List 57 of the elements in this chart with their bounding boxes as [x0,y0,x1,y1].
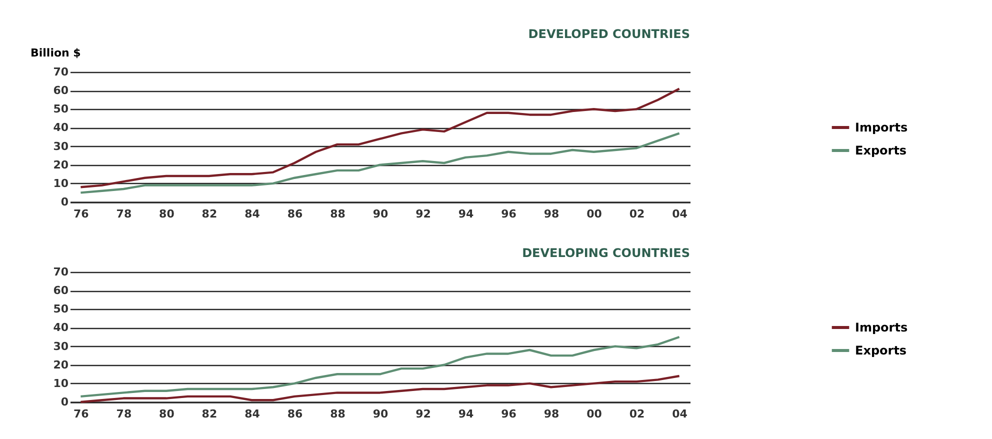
x-tick-label: 94 [458,208,474,220]
y-tick-label: 0 [60,196,69,208]
x-tick-label: 76 [74,208,90,220]
y-tick-label: 20 [53,158,69,172]
x-tick-label: 76 [74,408,90,420]
line-series [80,132,680,194]
legend-label: Imports [855,320,908,334]
x-tick-label: 84 [244,208,260,220]
x-tick-label: 84 [244,408,260,420]
x-tick-label: 96 [501,208,517,220]
x-tick-label: 04 [672,408,688,420]
y-tick-label: 10 [53,176,69,190]
legend-label: Exports [855,344,907,358]
y-tick-label: 70 [53,66,69,78]
y-tick-label: 30 [53,140,69,153]
y-tick-label: 10 [53,376,69,390]
x-tick-label: 00 [586,408,602,420]
x-tick-label: 88 [330,208,346,220]
legend-label: Imports [855,120,908,134]
y-tick-label: 30 [53,340,69,353]
x-tick-label: 96 [501,408,517,420]
x-tick-label: 82 [202,208,218,220]
line-series [80,336,680,398]
x-tick-label: 80 [159,208,175,220]
x-tick-label: 02 [629,408,645,420]
chart-title: DEVELOPED COUNTRIES [528,27,690,41]
x-tick-label: 90 [372,408,388,420]
x-tick-label: 98 [544,208,560,220]
x-tick-label: 04 [672,208,688,220]
y-tick-label: 60 [53,84,69,98]
line-series [80,374,680,404]
x-tick-label: 00 [586,208,602,220]
x-tick-label: 92 [416,208,431,220]
x-tick-label: 86 [287,408,303,420]
y-tick-label: 70 [53,266,69,278]
x-tick-label: 98 [544,408,560,420]
y-tick-label: 50 [53,102,69,116]
y-tick-label: 20 [53,358,69,372]
x-tick-label: 78 [116,408,132,420]
y-tick-label: 60 [53,284,69,298]
y-tick-label: 0 [60,396,69,408]
legend-label: Exports [855,144,907,158]
x-tick-label: 88 [330,408,346,420]
y-axis-title: Billion $ [30,46,81,60]
x-tick-label: 86 [287,208,303,220]
x-tick-label: 82 [202,408,218,420]
x-tick-label: 90 [372,208,388,220]
x-tick-label: 80 [159,408,175,420]
chart-title: DEVELOPING COUNTRIES [522,246,690,260]
y-tick-label: 50 [53,302,69,316]
x-tick-label: 78 [116,208,132,220]
x-tick-label: 92 [416,408,431,420]
x-tick-label: 02 [629,208,645,220]
line-series [80,88,680,188]
x-tick-label: 94 [458,408,474,420]
y-tick-label: 40 [53,121,69,134]
y-tick-label: 40 [53,321,69,334]
